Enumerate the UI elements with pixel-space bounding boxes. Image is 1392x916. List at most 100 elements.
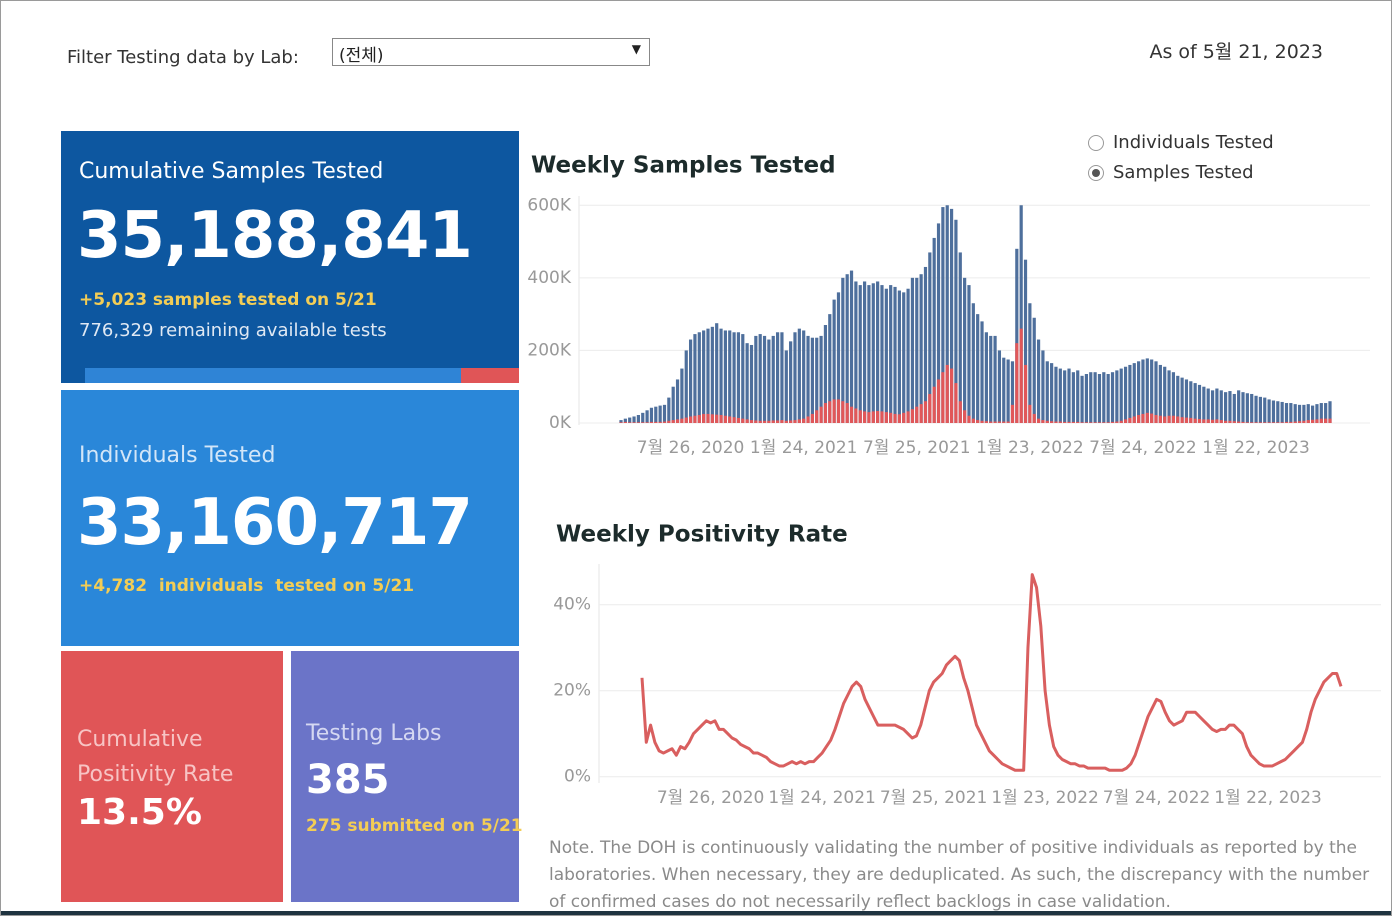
tile-value: 385 [306,757,390,803]
bar [1063,421,1067,423]
bar [1232,421,1236,423]
bar [1263,422,1267,423]
bar [1280,422,1284,423]
y-tick-label: 20% [553,681,591,701]
bar [658,405,662,423]
bar [702,330,706,423]
bar [1315,419,1319,423]
bar [732,332,736,423]
bar [693,334,697,423]
radio-label[interactable]: Individuals Tested [1113,132,1274,153]
bar [1097,422,1102,423]
bar [1006,359,1010,423]
bar [1315,404,1319,423]
bar [1306,404,1310,423]
bar [1050,421,1054,423]
bar [849,406,854,423]
bar [919,404,923,423]
bar [1036,339,1041,423]
bar [749,420,754,423]
bar [1145,412,1149,423]
bar [719,415,723,423]
bar [789,341,793,423]
bar [836,292,841,423]
bar [1171,372,1176,423]
bar [658,421,662,423]
radio-button[interactable] [1088,165,1104,181]
bar [1089,372,1093,423]
bar [984,421,988,423]
bar [645,422,649,423]
bar [967,415,971,423]
bar [897,290,901,423]
tile-title: Individuals Tested [79,443,276,468]
x-tick-label: 1월 22, 2023 [1214,788,1322,808]
bar [1293,404,1297,423]
bar [675,419,680,423]
x-tick-label: 7월 24, 2022 [1103,788,1211,808]
tile-submitted: 275 submitted on 5/21 [306,816,523,836]
bar [697,415,701,423]
bar [1206,419,1210,423]
tile-title: Testing Labs [306,721,442,746]
bar [1119,368,1123,423]
radio-button[interactable] [1088,135,1104,151]
bar [910,409,915,423]
filter-select[interactable]: (전체) ▼ [332,38,650,66]
bar [1284,421,1289,423]
filter-value: (전체) [339,46,384,66]
bar [1054,366,1058,423]
bar [989,335,993,423]
bar [832,399,836,423]
bar [636,415,640,423]
tile-remaining: 776,329 remaining available tests [79,320,387,341]
bar [715,414,719,423]
bar [1328,418,1332,423]
bar [775,332,780,423]
bar [749,344,754,423]
bar [1141,359,1145,423]
bar [1215,419,1219,423]
bar [1054,421,1058,423]
bar [845,403,849,423]
radio-label[interactable]: Samples Tested [1113,162,1254,183]
bar [736,332,741,423]
bar [789,420,793,423]
bar [945,205,949,423]
bar [780,332,784,423]
bar [619,422,623,423]
bar [810,413,814,423]
bar [980,420,984,423]
bar [1289,421,1293,423]
bar [971,303,975,423]
positivity-tile: Cumulative Positivity Rate 13.5% [61,651,283,902]
bar [723,415,727,423]
bar [623,418,627,423]
bar [1263,397,1267,423]
bar [745,343,749,423]
bar [1280,401,1284,423]
bar [767,339,771,423]
bar [758,334,762,423]
bar [1041,350,1045,423]
bar [1276,401,1280,423]
bar [954,383,958,423]
tile-title: Cumulative Positivity Rate [77,727,234,787]
bar [989,421,993,423]
y-tick-label: 400K [527,268,571,288]
bar [880,411,884,423]
bar [906,288,910,423]
bar [762,335,767,423]
bar [810,337,814,423]
bar [858,285,862,423]
bar [1180,377,1184,423]
tile-change: +5,023 samples tested on 5/21 [79,290,377,310]
bar [636,422,640,423]
bar [1028,303,1032,423]
bar [823,403,828,423]
bar [662,421,667,423]
bar [1271,400,1276,423]
bar [671,386,675,423]
bar [993,335,997,423]
bar [728,416,732,423]
